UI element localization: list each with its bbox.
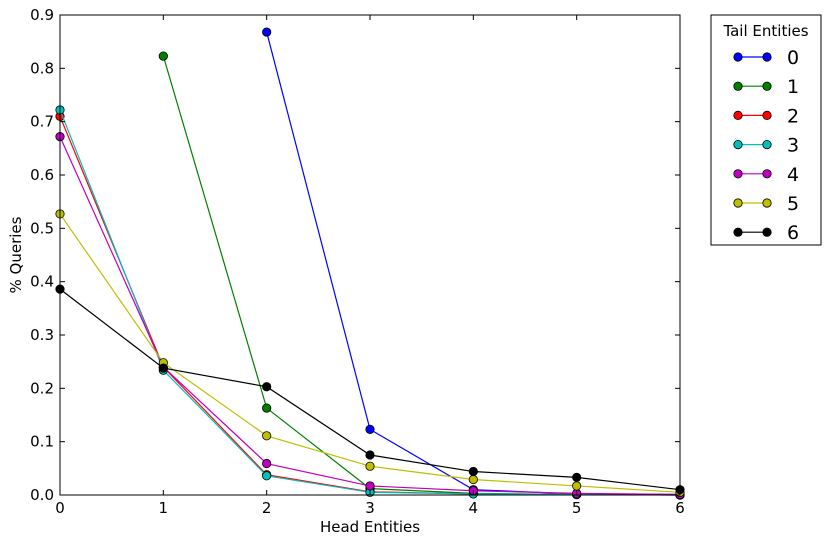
data-point (365, 481, 375, 491)
y-axis-title: % Queries (7, 216, 25, 293)
legend-entry-4: 4 (733, 164, 799, 186)
legend-entry-2: 2 (733, 105, 799, 127)
legend-marker (733, 81, 743, 91)
data-point (262, 471, 272, 481)
data-point (262, 382, 272, 392)
y-tick-label: 0.7 (30, 113, 54, 131)
x-tick-label: 6 (675, 499, 685, 517)
data-point (572, 472, 582, 482)
legend-entries: 0 1 2 3 4 5 6 (733, 47, 799, 244)
legend-marker (733, 227, 743, 237)
legend-marker (762, 52, 772, 62)
series-2 (55, 111, 685, 500)
legend: Tail Entities 0 1 2 3 4 5 6 (710, 14, 822, 246)
y-tick-label: 0.8 (30, 59, 54, 77)
legend-marker (733, 198, 743, 208)
data-point (262, 458, 272, 469)
legend-entry-6: 6 (733, 222, 799, 244)
series-layer (55, 27, 685, 500)
x-tick-label: 1 (159, 499, 169, 517)
data-point (468, 474, 478, 485)
data-point (158, 363, 168, 373)
x-tick-label: 3 (365, 499, 375, 517)
data-point (158, 51, 168, 61)
y-tick-label: 0.0 (30, 486, 54, 504)
series-3 (55, 105, 685, 500)
legend-entry-5: 5 (733, 193, 799, 215)
series-line-1 (162, 55, 681, 496)
legend-label: 4 (787, 164, 799, 186)
x-tick-label: 0 (55, 499, 65, 517)
legend-marker (762, 198, 772, 208)
y-tick-label: 0.6 (30, 166, 54, 184)
x-tick-label: 4 (469, 499, 479, 517)
data-point (572, 481, 582, 491)
legend-marker (733, 140, 743, 150)
legend-label: 6 (787, 222, 799, 244)
y-tick-label: 0.3 (30, 326, 54, 344)
legend-marker (733, 169, 743, 179)
y-tick-label: 0.1 (30, 433, 54, 451)
legend-marker (733, 110, 743, 121)
data-point (365, 424, 375, 434)
data-point (365, 461, 375, 471)
legend-label: 2 (787, 105, 799, 127)
legend-label: 3 (787, 135, 799, 157)
y-tick-label: 0.5 (30, 219, 54, 237)
y-tick-label: 0.4 (30, 273, 54, 291)
series-4 (55, 132, 685, 500)
data-point (262, 27, 272, 37)
data-point (262, 431, 272, 441)
legend-marker (762, 81, 772, 91)
plot-frame (59, 14, 681, 496)
x-axis-title: Head Entities (320, 518, 420, 536)
x-tick-label: 5 (572, 499, 582, 517)
data-point (468, 466, 478, 477)
legend-label: 1 (787, 76, 799, 98)
legend-title: Tail Entities (722, 22, 808, 40)
legend-frame (710, 14, 822, 246)
y-tick-label: 0.2 (30, 379, 54, 397)
legend-entry-0: 0 (733, 47, 799, 69)
data-point (262, 403, 272, 413)
ticks-layer: 0 1 2 3 4 5 6 0.0 0.1 0.2 0.3 0.4 0.5 0.6 0.7 0.8 0.9 (30, 6, 685, 517)
legend-marker (762, 169, 772, 179)
data-point (365, 450, 375, 460)
legend-marker (762, 140, 772, 150)
series-line-3 (59, 109, 681, 496)
legend-marker (762, 227, 772, 237)
legend-label: 0 (787, 47, 799, 69)
series-line-0 (266, 31, 681, 496)
legend-label: 5 (787, 193, 799, 215)
legend-marker (762, 110, 772, 121)
legend-marker (733, 52, 743, 62)
series-line-2 (59, 116, 681, 496)
series-line-4 (59, 136, 681, 496)
series-1 (158, 51, 685, 500)
y-tick-label: 0.9 (30, 6, 54, 24)
x-tick-label: 2 (262, 499, 272, 517)
legend-entry-3: 3 (733, 135, 799, 157)
legend-entry-1: 1 (733, 76, 799, 98)
series-0 (262, 27, 685, 500)
